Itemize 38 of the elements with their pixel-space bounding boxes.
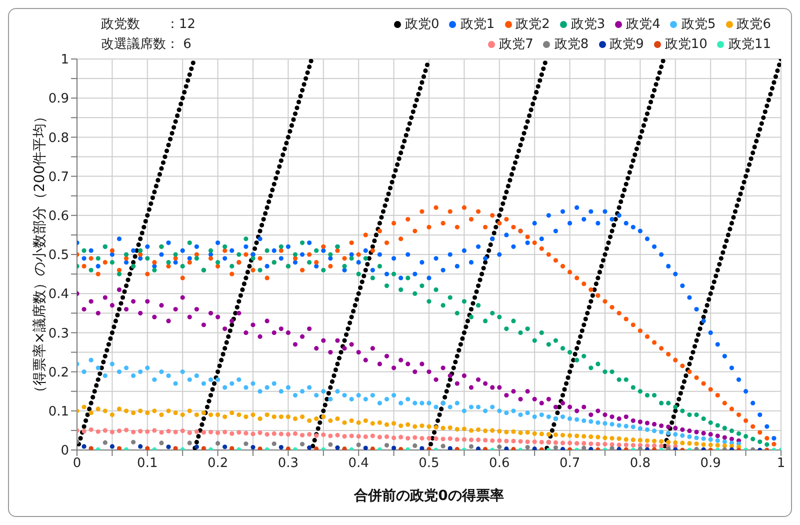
- y-tick-label: 0.2: [48, 365, 69, 380]
- x-tick-label: 0.6: [489, 456, 510, 472]
- y-tick-label: 0.9: [48, 92, 69, 107]
- x-tick-label: 0.5: [418, 456, 440, 472]
- y-tick-label: 0.6: [48, 209, 69, 224]
- x-tick-label: 0.4: [348, 456, 369, 472]
- x-tick-label: 0.9: [700, 456, 721, 472]
- legend-label: 政党8: [554, 37, 589, 52]
- legend-label: 政党9: [610, 37, 644, 52]
- legend-label: 政党11: [728, 37, 771, 52]
- y-tick-label: 0.4: [48, 287, 69, 302]
- x-tick-label: 0.3: [278, 456, 299, 472]
- legend-label: 政党7: [499, 37, 534, 52]
- x-tick-label: 0.2: [207, 456, 228, 472]
- x-tick-label: 1: [776, 456, 786, 472]
- text: 政党数 ：12: [101, 16, 196, 34]
- legend-label: 政党6: [736, 17, 771, 32]
- legend-label: 政党5: [681, 17, 716, 32]
- x-tick-label: 0.8: [630, 456, 651, 472]
- legend-label: 政党2: [516, 17, 550, 32]
- legend-label: 政党0: [405, 17, 440, 32]
- x-tick-label: 0.7: [559, 456, 580, 472]
- y-axis-title: （得票率×議席数）の小数部分（200件平均）: [32, 109, 48, 400]
- text: 改選議席数： 6: [101, 36, 192, 54]
- legend-label: 政党3: [570, 17, 606, 32]
- y-tick-label: 0.3: [48, 326, 69, 342]
- legend-label: 政党10: [664, 37, 708, 52]
- x-tick-label: 0: [72, 456, 82, 472]
- legend-label: 政党4: [626, 17, 660, 32]
- y-tick-label: 0.1: [48, 404, 69, 420]
- y-tick-label: 0: [60, 444, 69, 459]
- x-axis-title: 合併前の政党0の得票率: [353, 487, 504, 504]
- y-tick-label: 1: [60, 52, 69, 68]
- y-tick-label: 0.5: [48, 248, 69, 264]
- legend-label: 政党1: [460, 17, 495, 32]
- x-tick-label: 0.1: [137, 456, 158, 472]
- y-tick-label: 0.7: [48, 170, 69, 185]
- y-tick-label: 0.8: [48, 130, 69, 146]
